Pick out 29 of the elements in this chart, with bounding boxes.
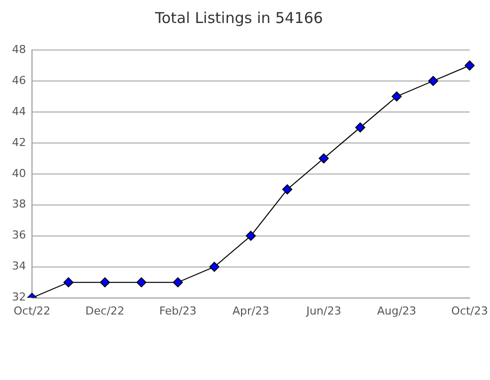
point [392, 91, 402, 102]
point [464, 60, 475, 70]
x-tick-label: Oct/22 [14, 304, 50, 318]
x-tick-label: Aug/23 [377, 304, 416, 318]
point [355, 122, 366, 132]
y-tick-label: 42 [12, 136, 26, 149]
y-tick-label: 32 [12, 290, 26, 304]
x-tick-label: Apr/23 [232, 304, 270, 318]
x-tick-label: Jun/23 [305, 304, 342, 318]
x-tick-label: Oct/23 [451, 304, 488, 318]
point [136, 277, 146, 288]
point [246, 230, 256, 241]
point [63, 277, 74, 288]
chart-title: Total Listings in 54166 [154, 8, 323, 27]
y-tick-label: 34 [12, 260, 26, 273]
y-tick-label: 40 [12, 166, 26, 180]
x-tick-label: Dec/22 [85, 304, 124, 318]
point [209, 262, 220, 272]
point [428, 76, 438, 86]
y-tick-label: 46 [12, 74, 26, 87]
y-tick-label: 38 [12, 198, 26, 211]
y-tick-label: 48 [12, 42, 26, 56]
point [318, 153, 329, 164]
point [172, 277, 183, 288]
point [282, 184, 292, 194]
x-tick-label: Feb/23 [159, 304, 196, 318]
y-tick-label: 36 [12, 228, 26, 242]
y-tick-label: 44 [12, 104, 26, 118]
point [100, 277, 110, 288]
